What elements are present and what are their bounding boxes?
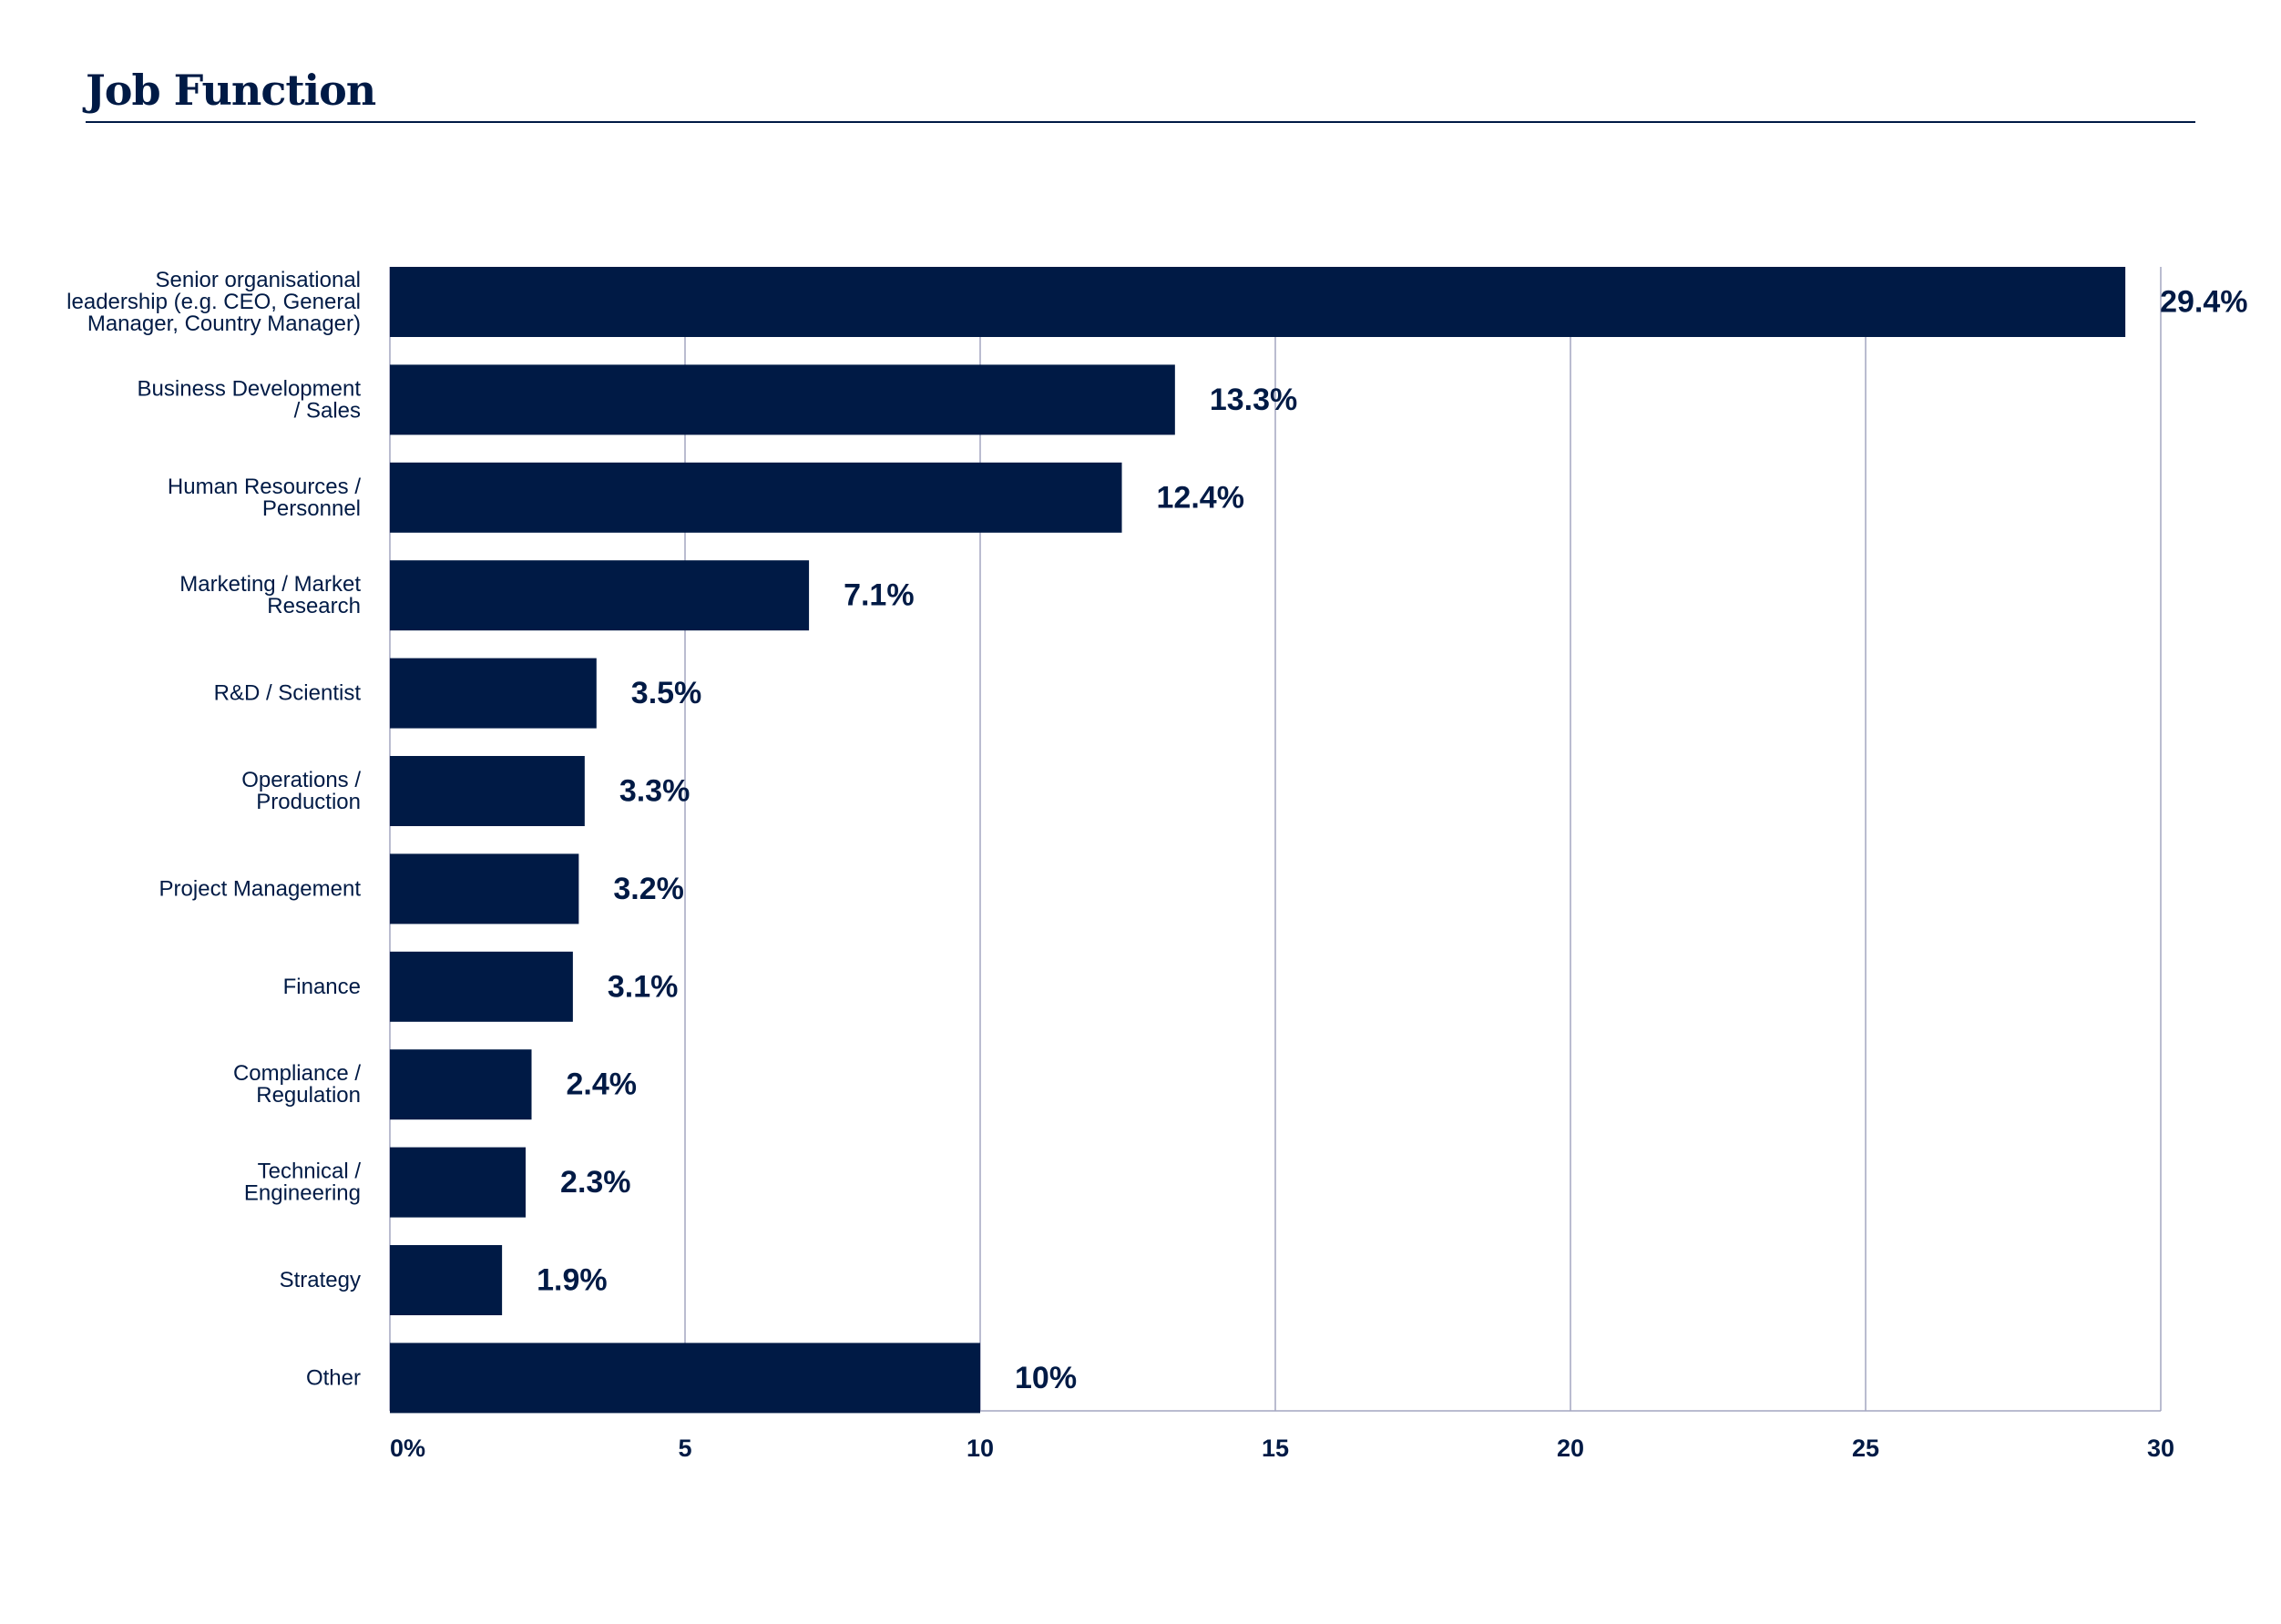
category-label-line: Personnel bbox=[262, 496, 361, 521]
category-label-line: Other bbox=[306, 1365, 361, 1390]
bar-9 bbox=[390, 1147, 527, 1218]
category-label-9: Technical / Engineering bbox=[244, 1159, 361, 1206]
category-label-8: Compliance / Regulation bbox=[233, 1061, 361, 1108]
category-label-7: Finance bbox=[283, 975, 361, 999]
title-divider bbox=[86, 121, 2195, 123]
bar-7 bbox=[390, 951, 573, 1022]
bar-4 bbox=[390, 658, 597, 729]
value-label-5: 3.3% bbox=[619, 774, 690, 809]
category-label-line: Compliance / bbox=[233, 1061, 361, 1086]
category-label-4: R&D / Scientist bbox=[214, 681, 362, 706]
category-label-10: Strategy bbox=[280, 1268, 361, 1292]
value-label-1: 13.3% bbox=[1210, 383, 1297, 417]
x-tick-label-30: 30 bbox=[2147, 1435, 2174, 1462]
category-label-line: / Sales bbox=[294, 398, 361, 423]
x-tick-label-25: 25 bbox=[1852, 1435, 1879, 1462]
category-label-line: Regulation bbox=[256, 1083, 361, 1108]
value-label-4: 3.5% bbox=[631, 676, 702, 710]
category-label-line: Production bbox=[256, 790, 361, 814]
value-label-9: 2.3% bbox=[560, 1165, 631, 1200]
bar-11 bbox=[390, 1343, 980, 1414]
grid-layer bbox=[389, 267, 2162, 1412]
category-label-2: Human Resources / Personnel bbox=[168, 475, 361, 521]
category-label-line: Business Development bbox=[138, 376, 362, 401]
bar-3 bbox=[390, 560, 810, 631]
category-label-line: Strategy bbox=[280, 1268, 361, 1292]
category-label-line: leadership (e.g. CEO, General bbox=[66, 290, 361, 314]
value-label-2: 12.4% bbox=[1157, 480, 1244, 515]
value-label-0: 29.4% bbox=[2160, 285, 2247, 320]
x-tick-label-5: 5 bbox=[678, 1435, 691, 1462]
bar-6 bbox=[390, 853, 579, 924]
category-label-line: R&D / Scientist bbox=[214, 681, 362, 706]
category-label-3: Marketing / Market Research bbox=[179, 572, 361, 618]
category-label-line: Technical / bbox=[258, 1159, 362, 1184]
bar-0 bbox=[390, 267, 2126, 337]
bar-5 bbox=[390, 756, 585, 826]
bar-8 bbox=[390, 1049, 532, 1120]
bar-10 bbox=[390, 1245, 503, 1315]
category-label-line: Operations / bbox=[241, 768, 361, 792]
category-label-1: Business Development / Sales bbox=[138, 376, 362, 423]
category-label-line: Marketing / Market bbox=[179, 572, 361, 597]
value-label-layer: 29.4% 13.3% 12.4% 7.1% 3.5% 3.3% 3.2% 3.1% 2.4% 2… bbox=[537, 285, 2247, 1395]
value-label-6: 3.2% bbox=[613, 872, 684, 906]
category-label-line: Senior organisational bbox=[156, 268, 361, 292]
bar-2 bbox=[390, 462, 1122, 533]
x-axis-tick-layer: 0% 5 10 15 20 25 30 bbox=[390, 1435, 2174, 1462]
value-label-3: 7.1% bbox=[844, 578, 915, 613]
category-label-layer: Senior organisational leadership (e.g. CE… bbox=[66, 268, 361, 1390]
category-label-6: Project Management bbox=[159, 876, 362, 901]
x-tick-label-15: 15 bbox=[1262, 1435, 1289, 1462]
category-label-line: Engineering bbox=[244, 1181, 361, 1206]
value-label-8: 2.4% bbox=[567, 1067, 638, 1102]
category-label-line: Project Management bbox=[159, 876, 362, 901]
category-label-11: Other bbox=[306, 1365, 361, 1390]
value-label-11: 10% bbox=[1015, 1361, 1077, 1395]
x-tick-label-20: 20 bbox=[1557, 1435, 1584, 1462]
bar-layer bbox=[390, 267, 2126, 1414]
x-tick-label-10: 10 bbox=[967, 1435, 994, 1462]
category-label-line: Research bbox=[267, 594, 361, 618]
category-label-5: Operations / Production bbox=[241, 768, 361, 814]
value-label-10: 1.9% bbox=[537, 1263, 608, 1298]
bar-1 bbox=[390, 364, 1175, 435]
category-label-line: Human Resources / bbox=[168, 475, 361, 499]
x-tick-label-0: 0% bbox=[390, 1435, 425, 1462]
value-label-7: 3.1% bbox=[608, 969, 679, 1004]
page-title: Job Function bbox=[86, 66, 376, 115]
category-label-line: Manager, Country Manager) bbox=[87, 312, 361, 336]
category-label-line: Finance bbox=[283, 975, 361, 999]
category-label-0: Senior organisational leadership (e.g. CE… bbox=[66, 268, 361, 336]
